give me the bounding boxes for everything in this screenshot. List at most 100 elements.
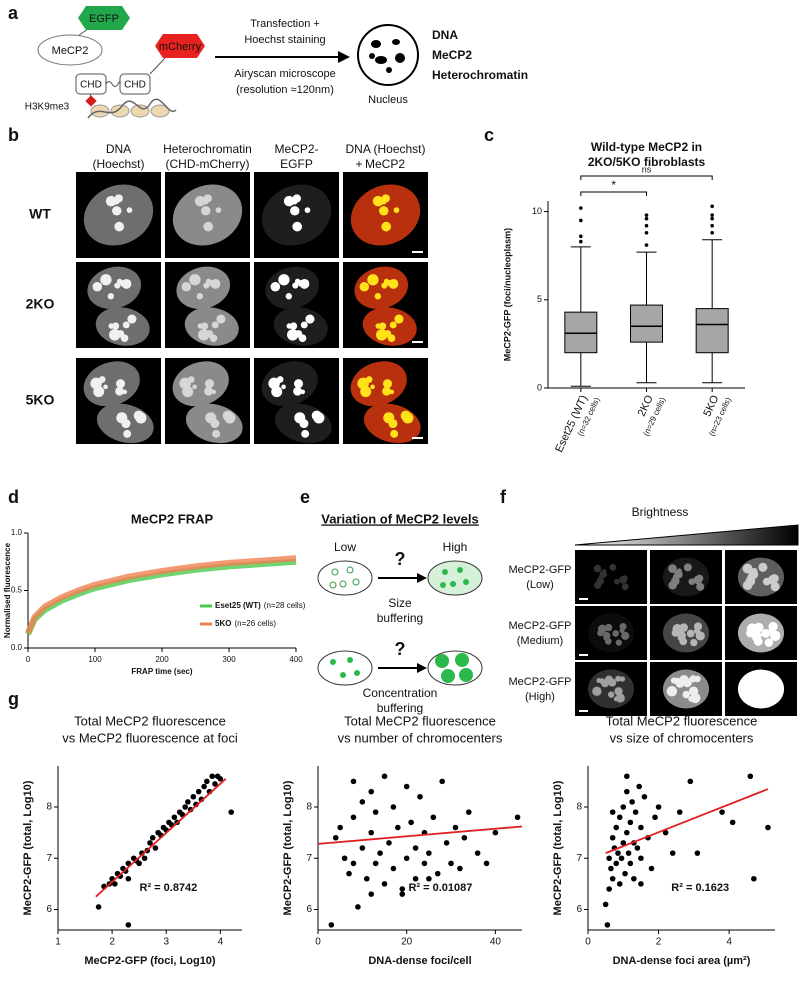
x-tick-label: 40 — [490, 937, 502, 948]
point — [201, 783, 207, 790]
point — [461, 834, 468, 841]
chromocenter — [762, 577, 771, 586]
chromocenter — [121, 279, 132, 289]
legend-note: (n=26 cells) — [234, 619, 276, 628]
point — [606, 855, 612, 862]
legend-label: DNA — [432, 28, 458, 42]
chart-title: Total MeCP2 fluorescence — [74, 713, 226, 728]
chromocenter — [116, 412, 128, 424]
chromocenter — [111, 322, 120, 330]
chromocenter — [205, 278, 212, 284]
r-squared: R² = 0.01087 — [408, 882, 472, 894]
cell — [317, 650, 373, 686]
box — [695, 308, 729, 354]
chromocenter — [751, 567, 758, 575]
chromocenter — [126, 207, 133, 213]
chromocenter — [182, 386, 194, 398]
focus — [459, 668, 473, 682]
chromocenter — [741, 685, 753, 698]
chromocenter — [122, 321, 130, 329]
connector — [149, 57, 166, 75]
chromocenter — [756, 690, 766, 699]
chromocenter — [194, 195, 206, 207]
x-tick-label: 300 — [222, 655, 236, 664]
chromocenter — [111, 329, 121, 339]
point — [631, 875, 637, 882]
scale-bar — [412, 437, 423, 439]
chromocenter — [758, 562, 768, 572]
y-tick-label: 7 — [306, 853, 312, 864]
chromocenter — [666, 686, 678, 697]
y-axis-label: MeCP2-GFP (total, Log10) — [552, 780, 564, 915]
step-label: Transfection + — [250, 18, 320, 30]
chromocenter — [604, 675, 614, 685]
nucleus-label: Nucleus — [368, 94, 408, 106]
chromocenter — [612, 630, 619, 637]
row-label: (Medium) — [517, 635, 563, 647]
chromocenter — [592, 686, 602, 696]
point — [381, 881, 388, 887]
point — [421, 860, 428, 867]
x-tick-label: 100 — [88, 655, 102, 664]
point — [390, 804, 397, 810]
point — [765, 824, 771, 831]
point — [403, 855, 410, 862]
cell — [427, 560, 483, 596]
chromocenter — [695, 631, 705, 641]
point — [624, 829, 630, 836]
chromocenter — [283, 195, 295, 207]
nucleus-blob — [371, 40, 381, 48]
nucleus-blob — [392, 39, 400, 45]
dna-strand — [87, 98, 177, 119]
point — [412, 845, 419, 851]
focus — [340, 672, 346, 678]
chromocenter — [607, 691, 615, 698]
step-label: (resolution ≈120nm) — [236, 84, 334, 96]
chromocenter — [289, 329, 299, 339]
chromocenter — [696, 582, 705, 591]
point — [346, 870, 352, 877]
chromocenter — [393, 207, 400, 213]
chromocenter — [298, 334, 307, 342]
chromocenter — [299, 279, 310, 289]
chromocenter — [770, 630, 781, 642]
point — [408, 819, 414, 826]
chromocenter — [300, 321, 308, 329]
focus — [455, 653, 469, 667]
panel-label: a — [8, 3, 19, 23]
focus — [457, 567, 463, 573]
point — [729, 819, 736, 826]
significance-label: * — [611, 178, 616, 192]
outlier — [579, 218, 583, 223]
point — [474, 850, 481, 856]
nucleus-blob — [395, 53, 405, 63]
r-squared: R² = 0.1623 — [671, 882, 729, 894]
chromocenter — [614, 687, 623, 696]
outlier — [579, 234, 583, 239]
point — [638, 881, 644, 887]
point — [125, 922, 132, 928]
y-tick-label: 1.0 — [11, 528, 23, 537]
y-tick-label: 7 — [576, 853, 582, 864]
scale-bar — [412, 341, 423, 343]
point — [350, 814, 357, 821]
chromocenter — [668, 581, 677, 590]
x-tick-label: 400 — [289, 655, 303, 664]
point — [694, 850, 701, 856]
chromocenter — [748, 628, 756, 636]
y-tick-label: 8 — [46, 802, 52, 813]
point — [182, 804, 188, 810]
point — [439, 778, 445, 785]
chromocenter — [694, 675, 701, 683]
scale-bar — [412, 251, 423, 253]
point — [609, 809, 616, 815]
chromocenter — [742, 563, 753, 574]
point — [212, 781, 218, 787]
chromocenter — [304, 207, 311, 213]
point — [629, 799, 635, 805]
y-tick-label: 7 — [46, 853, 52, 864]
mecp2-label: MeCP2 — [52, 45, 89, 57]
chromocenter — [614, 578, 620, 585]
chromocenter — [278, 274, 290, 286]
